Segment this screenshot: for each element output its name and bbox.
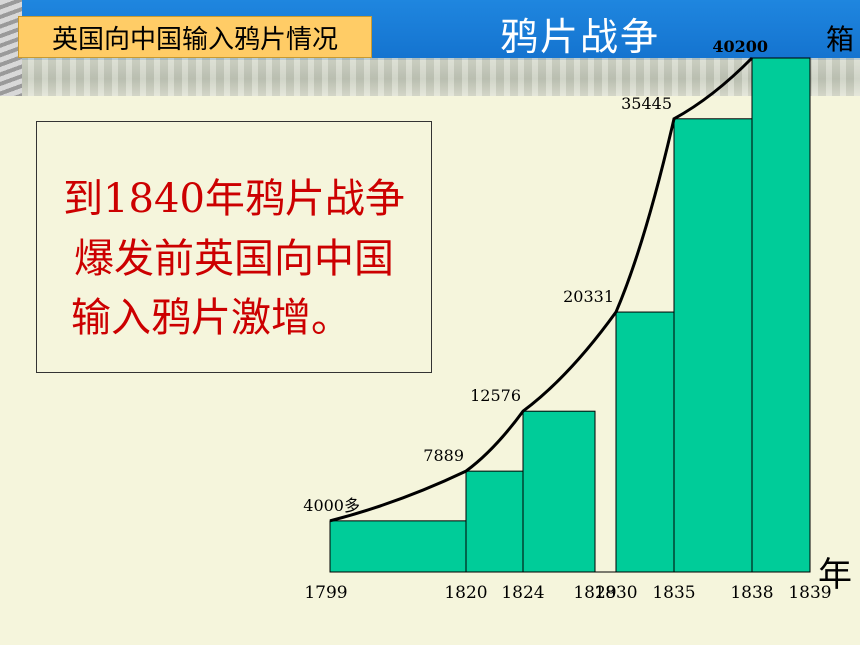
data-label-1824: 12576 [470, 386, 521, 405]
data-label-1799: 4000多 [303, 496, 360, 515]
data-label-1820: 7889 [423, 446, 464, 465]
bar-1835-1838 [673, 118, 753, 573]
x-tick-1829: 1829 [573, 583, 616, 603]
data-labels-layer: 4000多 7889 12576 20331 35445 40200 [303, 37, 768, 515]
note-line-3: 输入鸦片激增。 [71, 295, 351, 341]
x-tick-1830: 1830 [594, 583, 637, 603]
bar-1830-1835 [615, 311, 675, 573]
x-tick-1824: 1824 [501, 583, 544, 603]
data-label-1838: 40200 [712, 37, 768, 56]
x-tick-1839: 1839 [788, 583, 831, 603]
x-tick-1838: 1838 [730, 583, 773, 603]
slide-title: 英国向中国输入鸦片情况 [51, 24, 338, 55]
slide-title-box: 英国向中国输入鸦片情况 [18, 16, 372, 58]
note-line-1: 到1840年鸦片战争 [63, 176, 405, 222]
bars-layer [329, 57, 811, 573]
war-title: 鸦片战争 [500, 15, 661, 59]
decorative-corner-image [0, 0, 22, 96]
bar-1820-1824 [465, 470, 524, 573]
bar-1824-1829 [522, 410, 596, 573]
x-tick-1835: 1835 [652, 583, 695, 603]
x-tick-1820: 1820 [444, 583, 487, 603]
data-label-1835: 35445 [621, 94, 672, 113]
note-line-2: 爆发前英国向中国 [74, 236, 394, 282]
x-tick-1799: 1799 [304, 583, 347, 603]
trend-line [329, 56, 754, 523]
bar-1799-1820 [329, 520, 467, 573]
data-label-1830: 20331 [563, 287, 614, 306]
x-unit-label: 年 [818, 555, 852, 595]
note-box: 到1840年鸦片战争 爆发前英国向中国 输入鸦片激增。 [36, 121, 432, 373]
y-unit-label: 箱 [826, 23, 855, 56]
bar-1838-1839 [751, 57, 811, 573]
